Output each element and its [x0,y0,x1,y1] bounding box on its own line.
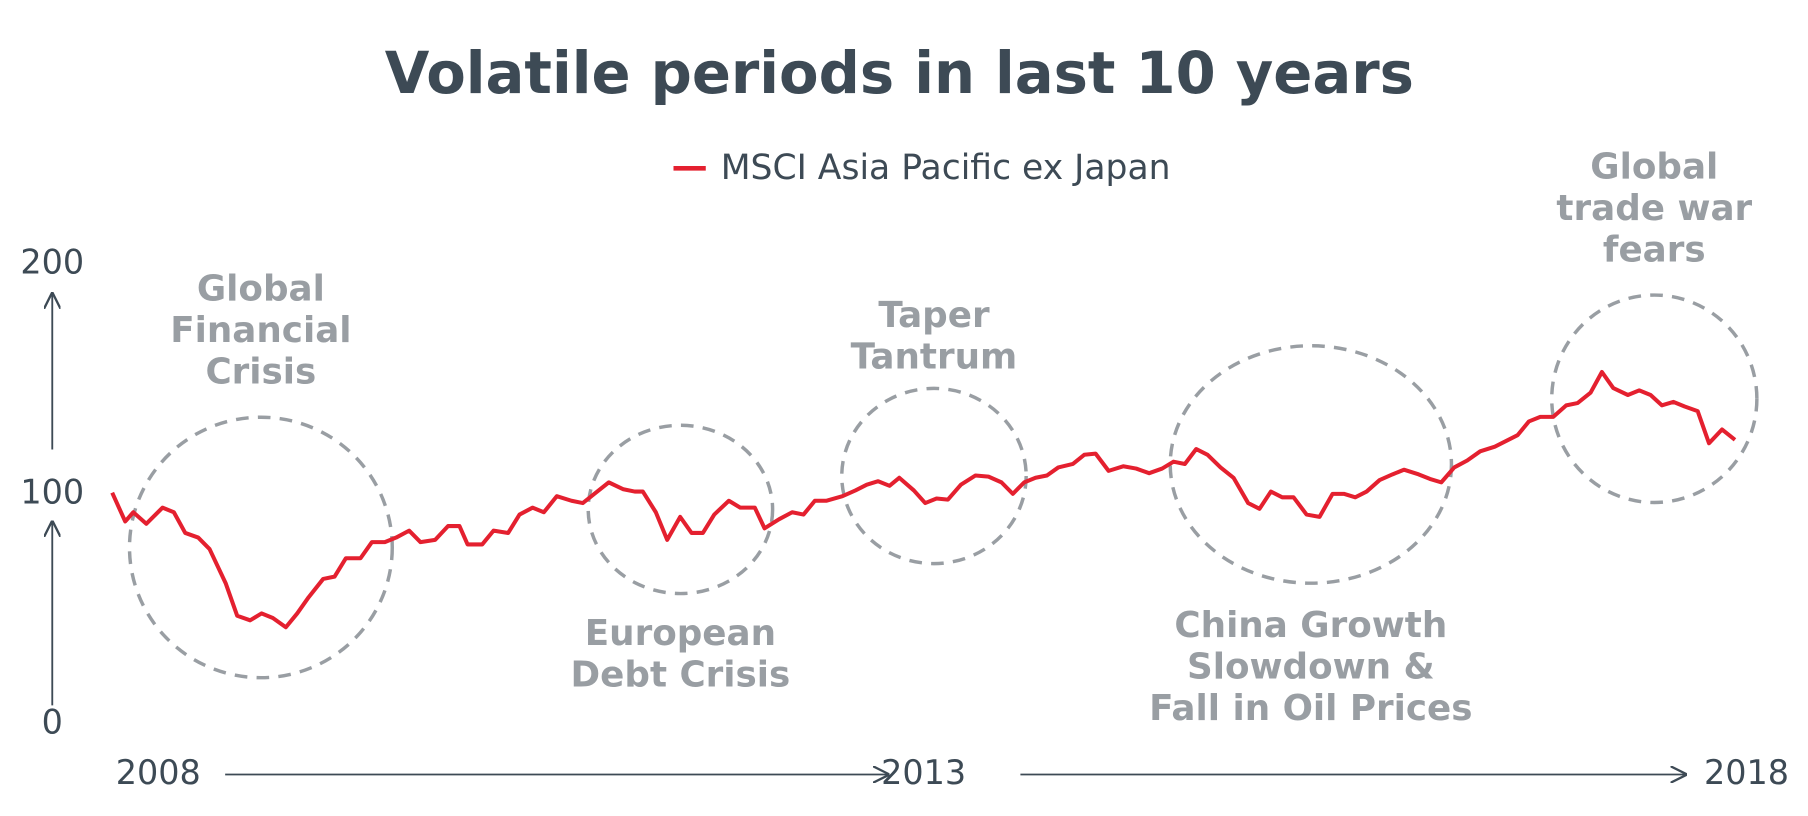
annotation: Fall in Oil Prices [1149,688,1472,729]
highlight-circle [840,386,1028,566]
annotation: Financial [170,310,351,351]
x-tick-label: 2018 [1704,753,1789,792]
annotation: Taper [878,295,990,336]
y-tick-label: 0 [42,702,63,741]
series-line [110,369,1737,630]
annotation: trade war [1556,188,1752,229]
annotation: China Growth [1174,605,1447,646]
chart-title: Volatile periods in last 10 years [385,40,1414,107]
highlight-circle [1550,293,1759,505]
annotation: Debt Crisis [571,655,791,696]
legend-label: MSCI Asia Pacific ex Japan [721,148,1171,188]
highlight-circle [586,423,775,596]
x-tick-label: 2013 [881,753,966,792]
annotation: Crisis [205,351,316,392]
x-tick-label: 2008 [116,753,201,792]
annotation: fears [1603,229,1706,270]
annotation: European [585,613,776,654]
y-tick-label: 200 [20,242,84,281]
annotation: Tantrum [851,336,1018,377]
highlight-circle [1168,344,1454,585]
annotation: Slowdown & [1187,646,1435,687]
annotation: Global [1590,146,1718,187]
y-tick-label: 100 [20,472,84,511]
annotation: Global [197,268,325,309]
highlight-circle [127,415,394,680]
